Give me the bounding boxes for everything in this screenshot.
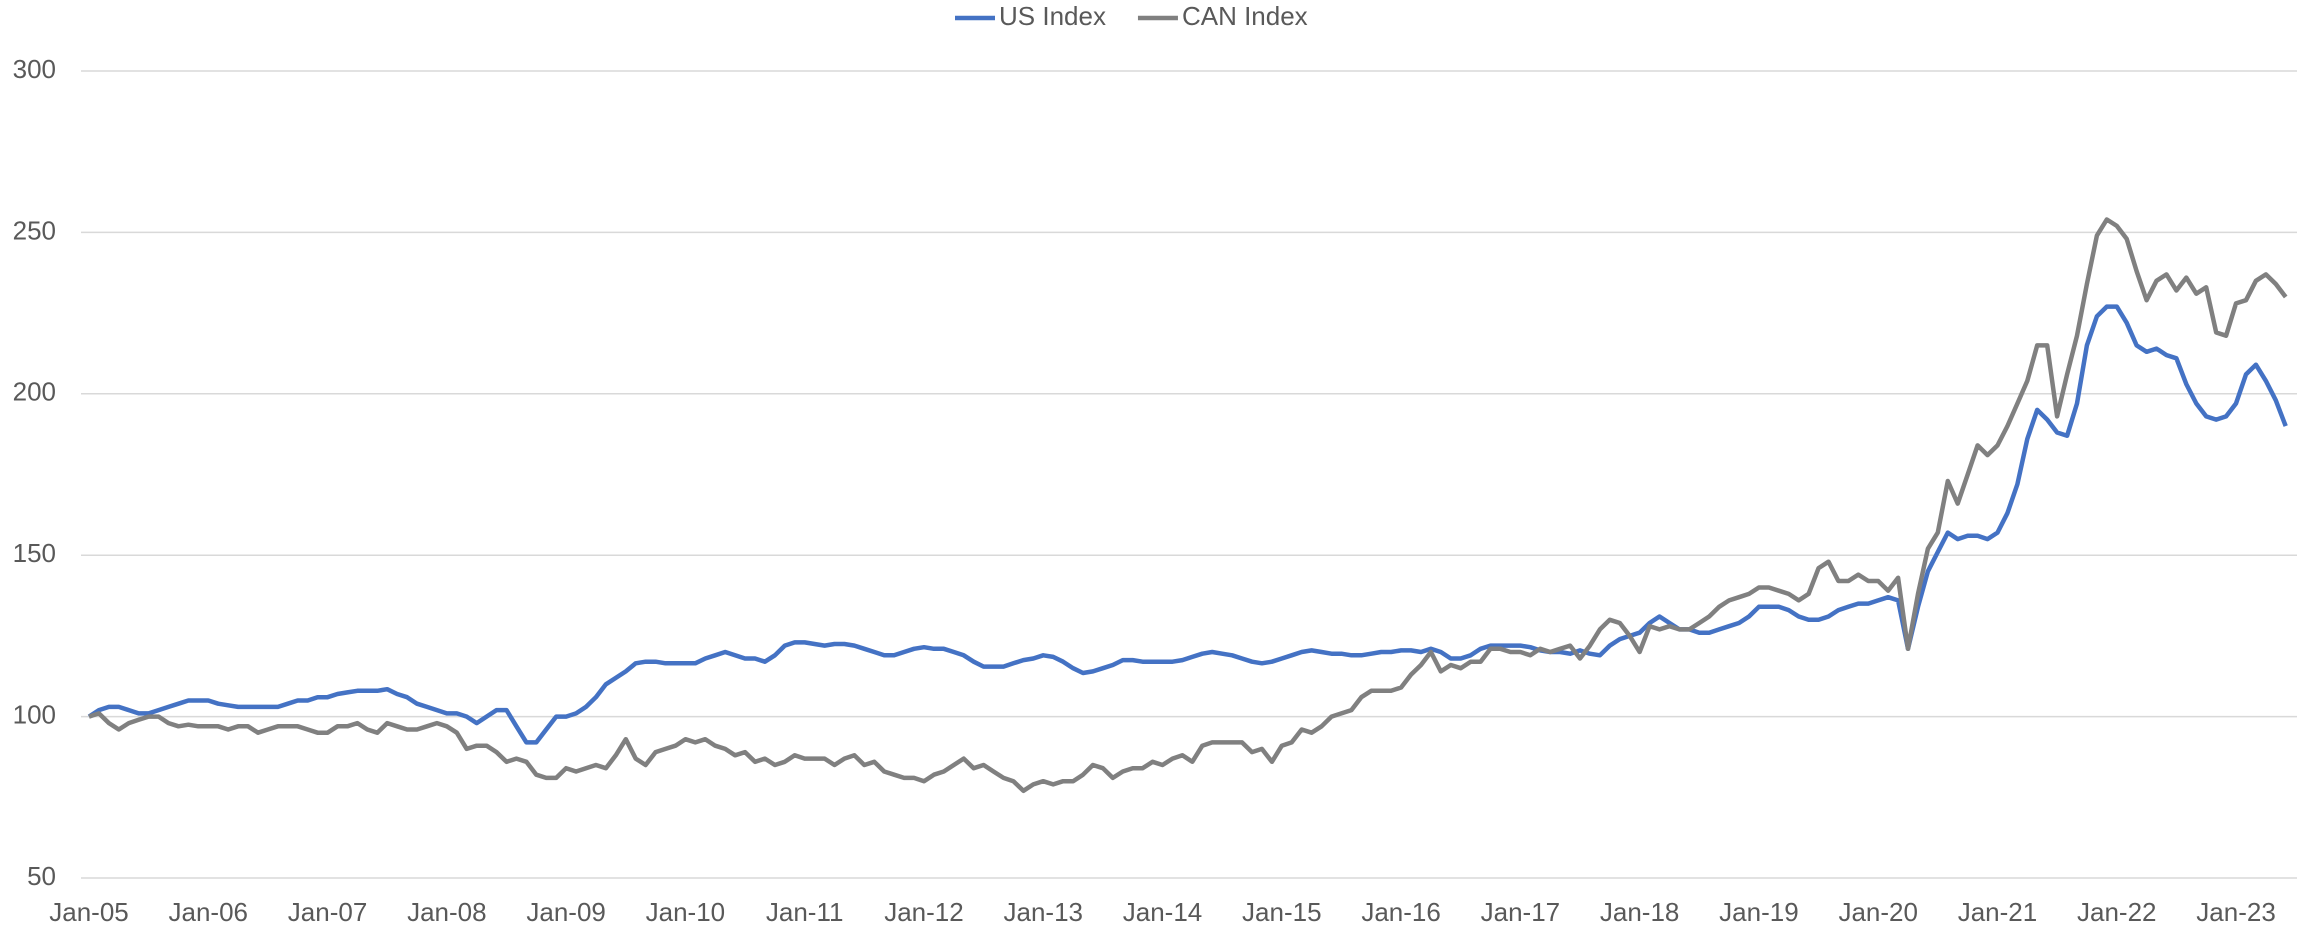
x-tick-label: Jan-21 (1958, 897, 2038, 926)
x-tick-label: Jan-22 (2077, 897, 2157, 926)
legend: US Index CAN Index (955, 1, 1308, 31)
y-tick-label: 300 (13, 54, 56, 84)
x-tick-label: Jan-20 (1838, 897, 1918, 926)
x-tick-label: Jan-13 (1003, 897, 1083, 926)
series-line (88, 217, 2288, 794)
x-tick-label: Jan-09 (526, 897, 606, 926)
series-line (87, 304, 2288, 745)
x-tick-label: Jan-17 (1481, 897, 1561, 926)
x-tick-label: Jan-10 (646, 897, 726, 926)
x-tick-label: Jan-18 (1600, 897, 1680, 926)
x-tick-label: Jan-23 (2196, 897, 2276, 926)
x-tick-label: Jan-16 (1361, 897, 1441, 926)
x-tick-label: Jan-07 (288, 897, 368, 926)
x-tick-label: Jan-11 (766, 897, 844, 926)
x-tick-label: Jan-14 (1123, 897, 1203, 926)
y-tick-label: 150 (13, 538, 56, 568)
x-tick-label: Jan-15 (1242, 897, 1322, 926)
x-tick-label: Jan-06 (169, 897, 249, 926)
y-tick-label: 200 (13, 377, 56, 407)
legend-label: CAN Index (1182, 1, 1308, 31)
y-tick-label: 250 (13, 215, 56, 245)
x-tick-label: Jan-19 (1719, 897, 1799, 926)
legend-label: US Index (999, 1, 1106, 31)
x-tick-label: Jan-12 (884, 897, 964, 926)
x-tick-label: Jan-08 (407, 897, 487, 926)
x-tick-label: Jan-05 (49, 897, 129, 926)
y-tick-label: 100 (13, 699, 56, 729)
y-tick-label: 50 (27, 861, 56, 891)
